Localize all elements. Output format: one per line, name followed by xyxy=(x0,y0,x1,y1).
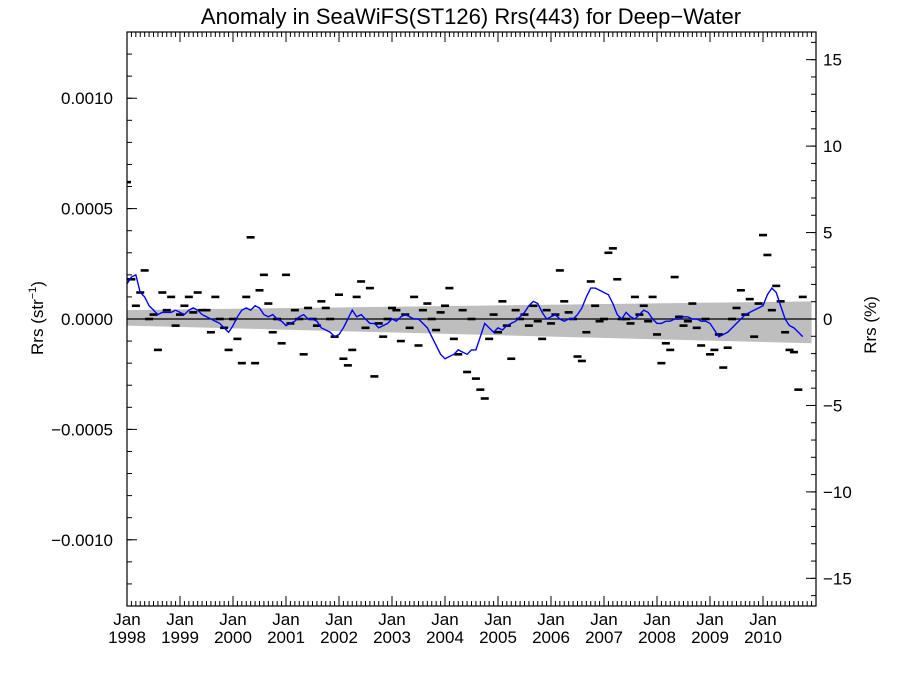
x-tick-label-month: Jan xyxy=(484,610,511,629)
x-tick-label-year: 2010 xyxy=(744,628,782,647)
x-tick-label-year: 2009 xyxy=(691,628,729,647)
plot-area xyxy=(127,180,816,400)
right-tick-label: 10 xyxy=(823,137,842,156)
left-tick-label: 0.0010 xyxy=(61,89,113,108)
left-tick-label: 0.0000 xyxy=(61,310,113,329)
right-tick-label: −5 xyxy=(823,396,842,415)
x-tick-label-year: 1998 xyxy=(108,628,146,647)
running-mean-line xyxy=(127,273,804,360)
x-tick-label-month: Jan xyxy=(696,610,723,629)
x-tick-label-month: Jan xyxy=(325,610,352,629)
x-axis-tick-labels: Jan1998Jan1999Jan2000Jan2001Jan2002Jan20… xyxy=(108,610,782,647)
x-tick-label-month: Jan xyxy=(431,610,458,629)
x-tick-label-month: Jan xyxy=(378,610,405,629)
right-tick-label: 5 xyxy=(823,224,832,243)
x-tick-label-year: 2003 xyxy=(373,628,411,647)
x-tick-label-year: 2004 xyxy=(426,628,464,647)
right-tick-label: 0 xyxy=(823,310,832,329)
x-tick-label-year: 2006 xyxy=(532,628,570,647)
axis-ticks xyxy=(126,31,816,606)
uncertainty-band xyxy=(127,301,812,344)
left-tick-label: −0.0005 xyxy=(51,420,113,439)
x-tick-label-year: 2005 xyxy=(479,628,517,647)
x-tick-label-month: Jan xyxy=(219,610,246,629)
y-axis-right-label: Rrs (%) xyxy=(861,296,880,354)
x-tick-label-year: 1999 xyxy=(161,628,199,647)
x-tick-label-month: Jan xyxy=(272,610,299,629)
x-tick-label-month: Jan xyxy=(590,610,617,629)
x-tick-label-month: Jan xyxy=(113,610,140,629)
x-tick-label-year: 2002 xyxy=(320,628,358,647)
left-tick-label: 0.0005 xyxy=(61,200,113,219)
left-tick-label: −0.0010 xyxy=(51,531,113,550)
x-tick-label-year: 2001 xyxy=(267,628,305,647)
y-axis-left-label: Rrs (str−1) xyxy=(27,281,47,355)
right-axis-tick-labels: 15 10 5 0 −5 −10 −15 xyxy=(823,51,852,589)
x-tick-label-year: 2007 xyxy=(585,628,623,647)
right-tick-label: 15 xyxy=(823,51,842,70)
monthly-anomaly-points xyxy=(127,180,807,400)
x-tick-label-month: Jan xyxy=(537,610,564,629)
x-tick-label-month: Jan xyxy=(166,610,193,629)
chart-title: Anomaly in SeaWiFS(ST126) Rrs(443) for D… xyxy=(201,4,741,29)
x-tick-label-year: 2008 xyxy=(638,628,676,647)
right-tick-label: −10 xyxy=(823,483,852,502)
x-tick-label-month: Jan xyxy=(749,610,776,629)
x-tick-label-month: Jan xyxy=(643,610,670,629)
right-tick-label: −15 xyxy=(823,569,852,588)
x-tick-label-year: 2000 xyxy=(214,628,252,647)
left-axis-tick-labels: 0.0010 0.0005 0.0000 −0.0005 −0.0010 xyxy=(51,89,113,550)
